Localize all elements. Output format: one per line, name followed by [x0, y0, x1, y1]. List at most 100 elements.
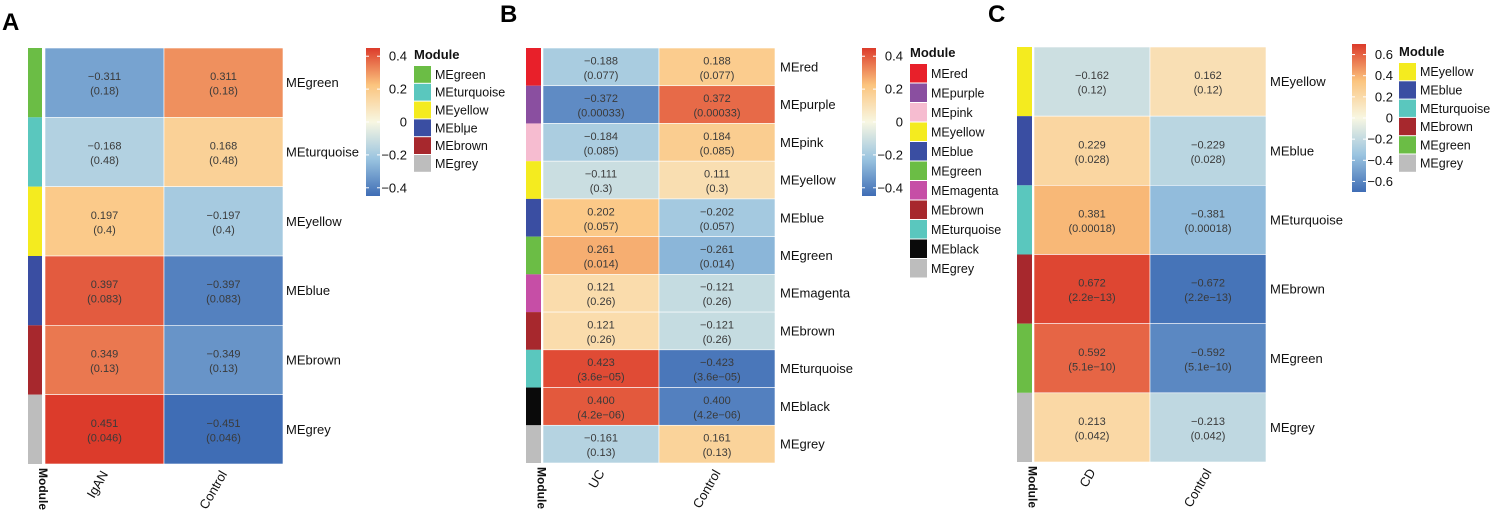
legend-swatch [1399, 117, 1416, 136]
color-scale-tick-label: 0.2 [885, 82, 903, 97]
module-color-bar-segment [526, 161, 541, 199]
heatmap-cell [658, 424, 776, 464]
heatmap-cell [1149, 323, 1267, 394]
module-color-bar-segment [28, 48, 42, 118]
cell-correlation-label: 0.451 [91, 418, 119, 430]
legend-swatch [910, 220, 927, 239]
color-scale-tick-label: 0.6 [1375, 47, 1393, 62]
cell-correlation-label: −0.372 [584, 93, 618, 105]
cell-correlation-label: 0.161 [703, 433, 731, 445]
row-label: MEyellow [286, 214, 342, 229]
heatmap-cell [542, 387, 660, 426]
cell-pvalue-label: (0.077) [584, 70, 619, 82]
heatmap-cell [1149, 46, 1267, 117]
legend-swatch [910, 181, 927, 200]
cell-correlation-label: −0.161 [584, 433, 618, 445]
module-color-bar-segment [526, 349, 541, 388]
legend-swatch [414, 66, 431, 83]
heatmap-cell [44, 47, 165, 118]
heatmap-cell [658, 198, 776, 237]
color-scale-tick-label: −0.4 [1367, 153, 1393, 168]
cell-correlation-label: −0.168 [88, 141, 122, 153]
cell-correlation-label: −0.261 [700, 244, 734, 256]
cell-correlation-label: −0.423 [700, 357, 734, 369]
color-scale-tick-label: 0.4 [389, 49, 407, 64]
module-color-bar-segment [28, 117, 42, 187]
cell-pvalue-label: (0.48) [90, 155, 119, 167]
module-color-bar-segment [28, 256, 42, 326]
module-color-bar-segment [1017, 392, 1032, 462]
cell-pvalue-label: (0.12) [1194, 85, 1223, 97]
cell-correlation-label: 0.229 [1078, 139, 1106, 151]
cell-correlation-label: 0.121 [587, 319, 615, 331]
color-scale-tick-label: −0.6 [1367, 174, 1393, 189]
cell-pvalue-label: (0.12) [1078, 85, 1107, 97]
row-label: MEturquoise [286, 145, 359, 160]
cell-pvalue-label: (0.18) [209, 86, 238, 98]
legend-label: MEblue [1420, 83, 1462, 97]
cell-correlation-label: −0.592 [1191, 347, 1225, 359]
heatmap-cell [1149, 185, 1267, 255]
cell-correlation-label: 0.423 [587, 357, 615, 369]
heatmap-cell [542, 85, 660, 124]
legend-label: MEpurple [931, 86, 985, 100]
cell-pvalue-label: (0.042) [1075, 430, 1110, 442]
cell-correlation-label: 0.202 [587, 206, 615, 218]
legend-label: MEbrown [931, 203, 984, 217]
module-color-bar-segment [526, 425, 541, 463]
cell-correlation-label: −0.349 [207, 349, 241, 361]
heatmap-cell [44, 255, 165, 326]
module-color-bar-segment [526, 312, 541, 350]
cell-correlation-label: −0.451 [207, 418, 241, 430]
cell-correlation-label: −0.162 [1075, 70, 1109, 82]
legend-label: MEyellow [1420, 65, 1474, 79]
cell-pvalue-label: (0.085) [584, 145, 619, 157]
legend-label: MEgrey [435, 157, 479, 171]
heatmap-cell [542, 47, 660, 87]
heatmap-cell [163, 255, 284, 326]
cell-correlation-label: 0.121 [587, 282, 615, 294]
cell-pvalue-label: (0.3) [590, 183, 613, 195]
panel-letter: A [2, 9, 19, 36]
cell-correlation-label: 0.397 [91, 279, 119, 291]
heatmap-cell [1033, 392, 1151, 463]
legend-label: MEblue [931, 145, 973, 159]
row-label: MEmagenta [780, 286, 851, 301]
legend-label: MEbrown [435, 139, 488, 153]
row-label: MEgrey [1270, 420, 1315, 435]
module-color-bar-segment [28, 394, 42, 464]
heatmap-cell [542, 198, 660, 237]
cell-correlation-label: 0.592 [1078, 347, 1106, 359]
cell-pvalue-label: (5.1e−10) [1068, 361, 1115, 373]
cell-pvalue-label: (0.057) [584, 221, 619, 233]
module-color-bar-segment [1017, 185, 1032, 255]
cell-correlation-label: 0.311 [210, 71, 237, 83]
cell-pvalue-label: (0.00033) [693, 108, 740, 120]
heatmap-cell [658, 349, 776, 388]
cell-pvalue-label: (0.3) [706, 183, 729, 195]
legend-swatch [414, 101, 431, 119]
cell-pvalue-label: (0.083) [87, 294, 122, 306]
cell-pvalue-label: (0.18) [90, 86, 119, 98]
legend-label: MEgrey [931, 262, 975, 276]
cell-pvalue-label: (3.6e−05) [577, 372, 624, 384]
legend-label: MEgrey [1420, 157, 1464, 171]
cell-pvalue-label: (0.028) [1191, 154, 1226, 166]
legend-label: MEmagenta [931, 184, 998, 198]
module-color-bar-segment [1017, 323, 1032, 393]
heatmap-cell [658, 47, 776, 87]
cell-pvalue-label: (4.2e−06) [693, 409, 740, 421]
module-color-bar-segment [526, 85, 541, 124]
heatmap-cell [1033, 115, 1151, 186]
panel-b-heatmap: B −0.188 (0.077) 0.188 (0.077) MEred −0.372 (0.… [500, 1, 1001, 511]
legend-swatch [414, 119, 431, 137]
legend-swatch [414, 137, 431, 154]
row-label: MEturquoise [1270, 212, 1343, 227]
cell-pvalue-label: (0.48) [209, 155, 238, 167]
module-color-bar-segment [28, 325, 42, 395]
cell-pvalue-label: (0.014) [584, 259, 619, 271]
module-color-bar-segment [526, 236, 541, 275]
heatmap-cell [44, 186, 165, 257]
cell-pvalue-label: (0.26) [587, 334, 616, 346]
cell-pvalue-label: (0.042) [1191, 430, 1226, 442]
